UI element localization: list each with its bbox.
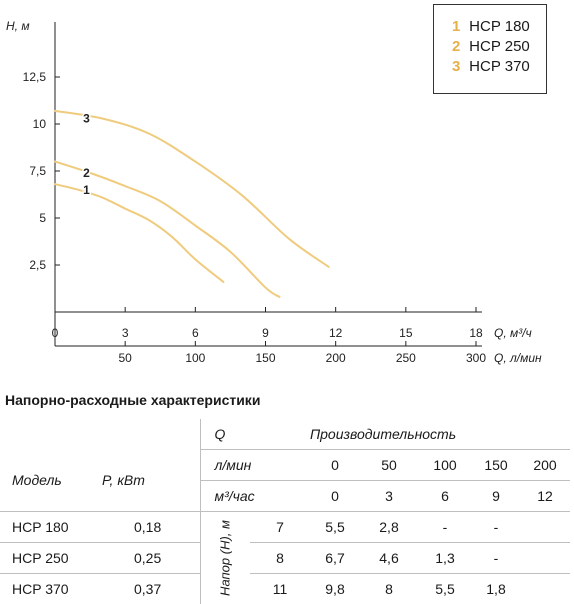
model-cell: HCP 250 <box>0 543 100 574</box>
x2-tick-label: 150 <box>255 351 275 365</box>
lmin-value: 150 <box>472 450 520 481</box>
m3h-value: 12 <box>520 481 570 512</box>
value-cell: 6,7 <box>310 543 360 574</box>
power-cell: 0,37 <box>100 574 200 604</box>
m3h-value: 0 <box>310 481 360 512</box>
x2-tick-label: 200 <box>326 351 346 365</box>
power-header: P, кВт <box>100 450 200 512</box>
curve-marker-1: 1 <box>83 183 90 197</box>
m3h-value: 9 <box>472 481 520 512</box>
legend-label: HCP 250 <box>469 38 530 55</box>
unit-m3h: м³/час <box>200 481 310 512</box>
model-header: Модель <box>0 450 100 512</box>
x-tick-label: 15 <box>399 326 413 340</box>
table-header-row: Модель P, кВт л/мин 0 50 100 150 200 <box>0 450 570 481</box>
m3h-value: 6 <box>418 481 472 512</box>
x-tick-label: 3 <box>122 326 129 340</box>
chart-axes: H, м <box>6 19 482 346</box>
x2-tick-label: 50 <box>118 351 132 365</box>
table-row: HCP 370 0,37 11 9,8 8 5,5 1,8 <box>0 574 570 604</box>
table-row: HCP 250 0,25 8 6,7 4,6 1,3 - <box>0 543 570 574</box>
value-cell: 9,8 <box>310 574 360 604</box>
value-cell: - <box>472 512 520 543</box>
value-cell: - <box>472 543 520 574</box>
x2-tick-label: 300 <box>466 351 486 365</box>
x-tick-label: 6 <box>192 326 199 340</box>
value-cell: 7 <box>250 512 310 543</box>
y-tick-label: 5 <box>39 211 46 225</box>
legend-item: 3 HCP 370 <box>452 57 546 77</box>
value-cell: 1,3 <box>418 543 472 574</box>
q-label: Q <box>200 419 310 450</box>
curve-marker-2: 2 <box>83 166 90 180</box>
x-tick-label: 18 <box>469 326 483 340</box>
performance-label: Производительность <box>310 419 570 450</box>
head-label: Напор (H), м <box>218 520 233 596</box>
table-header-row: Q Производительность <box>0 419 570 450</box>
y-tick-label: 12,5 <box>23 70 47 84</box>
value-cell: 4,6 <box>360 543 418 574</box>
model-cell: HCP 180 <box>0 512 100 543</box>
legend-label: HCP 180 <box>469 18 530 35</box>
legend-number: 2 <box>452 37 465 57</box>
x2-tick-label: 250 <box>396 351 416 365</box>
value-cell: 11 <box>250 574 310 604</box>
chart-curves <box>55 111 329 297</box>
x-tick-label: 9 <box>262 326 269 340</box>
value-cell: - <box>418 512 472 543</box>
value-cell: 2,8 <box>360 512 418 543</box>
lmin-value: 50 <box>360 450 418 481</box>
x-tick-label: 12 <box>329 326 343 340</box>
model-cell: HCP 370 <box>0 574 100 604</box>
legend-item: 1 HCP 180 <box>452 17 546 37</box>
y-tick-label: 10 <box>33 117 47 131</box>
head-label-cell: Напор (H), м <box>200 512 250 604</box>
lmin-value: 0 <box>310 450 360 481</box>
y-tick-label: 7,5 <box>29 164 46 178</box>
table-row: HCP 180 0,18 Напор (H), м 7 5,5 2,8 - - <box>0 512 570 543</box>
curve-hcp-180 <box>55 184 223 282</box>
legend-label: HCP 370 <box>469 58 530 75</box>
chart-curve-markers: 1 2 3 <box>83 111 90 196</box>
x2-tick-label: 100 <box>185 351 205 365</box>
unit-lmin: л/мин <box>200 450 310 481</box>
value-cell: 8 <box>250 543 310 574</box>
chart-legend: 1 HCP 180 2 HCP 250 3 HCP 370 <box>433 4 547 94</box>
x-axis-label: Q, м³/ч <box>494 326 532 340</box>
value-cell: 1,8 <box>472 574 520 604</box>
table-title: Напорно-расходные характеристики <box>5 392 260 408</box>
m3h-value: 3 <box>360 481 418 512</box>
value-cell: 5,5 <box>310 512 360 543</box>
lmin-value: 200 <box>520 450 570 481</box>
performance-table: Q Производительность Модель P, кВт л/мин… <box>0 419 570 604</box>
x2-axis-label: Q, л/мин <box>494 351 542 365</box>
lmin-value: 100 <box>418 450 472 481</box>
curve-hcp-370 <box>55 111 329 267</box>
legend-number: 3 <box>452 57 465 77</box>
value-cell: 8 <box>360 574 418 604</box>
y-axis-label: H, м <box>6 19 30 33</box>
legend-number: 1 <box>452 17 465 37</box>
power-cell: 0,25 <box>100 543 200 574</box>
power-cell: 0,18 <box>100 512 200 543</box>
value-cell: 5,5 <box>418 574 472 604</box>
y-tick-label: 2,5 <box>29 258 46 272</box>
legend-item: 2 HCP 250 <box>452 37 546 57</box>
curve-marker-3: 3 <box>83 111 90 125</box>
x-tick-label: 0 <box>52 326 59 340</box>
